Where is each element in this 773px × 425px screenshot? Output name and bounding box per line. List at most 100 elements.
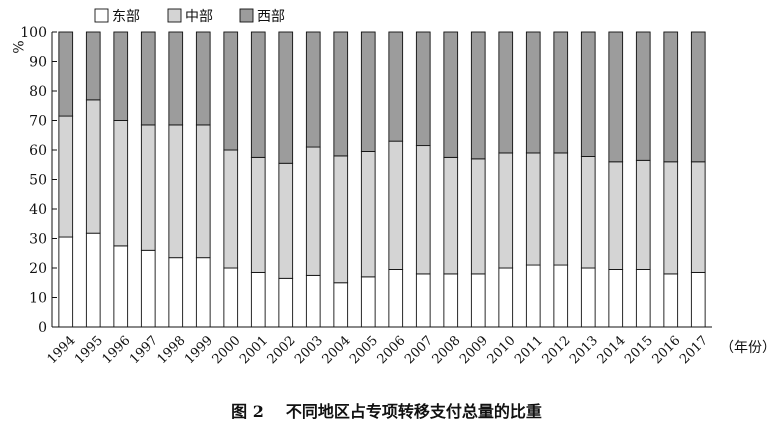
x-tick-label: 2007 <box>402 333 436 367</box>
bar-segment <box>388 269 404 328</box>
bar-segment <box>360 151 376 278</box>
bar-segment <box>113 31 129 121</box>
bar-segment <box>250 156 266 273</box>
y-tick-label: 30 <box>29 232 47 248</box>
x-axis-label: （年份） <box>720 340 773 356</box>
y-tick-label: 0 <box>38 320 47 336</box>
bar-segment <box>360 276 376 328</box>
bar-segment <box>553 31 569 154</box>
bar-segment <box>333 282 349 328</box>
x-tick-label: 2016 <box>650 333 684 367</box>
bar-segment <box>195 257 211 328</box>
x-tick-label: 2005 <box>347 333 381 367</box>
bar-segment <box>443 156 459 275</box>
bar-segment <box>305 31 321 148</box>
bar-segment <box>608 31 624 163</box>
x-tick-label: 2004 <box>320 333 354 367</box>
legend-label: 东部 <box>112 9 140 25</box>
y-tick-label: 100 <box>20 25 47 41</box>
bar-segment <box>608 269 624 328</box>
y-tick-label: 90 <box>29 55 47 71</box>
x-tick-label: 2017 <box>677 333 711 367</box>
bar-segment <box>415 31 431 147</box>
bar-segment <box>278 277 294 328</box>
bar-segment <box>223 149 239 269</box>
bar-segment <box>278 31 294 164</box>
bar-segment <box>690 161 706 273</box>
legend-swatch <box>239 8 254 23</box>
legend: 东部 中部 西部 <box>94 8 285 25</box>
y-tick-label: 60 <box>29 143 47 159</box>
bar-segment <box>525 152 541 266</box>
bar-segment <box>443 31 459 158</box>
bar-segment <box>498 152 514 269</box>
x-tick-label: 1996 <box>100 333 134 367</box>
x-tick-label: 2006 <box>375 333 409 367</box>
y-axis-label: % <box>9 40 25 53</box>
bar-segment <box>635 31 651 161</box>
legend-swatch <box>167 8 182 23</box>
bar-segment <box>690 31 706 163</box>
bar-segment <box>470 273 486 328</box>
stacked-bar-chart: 东部 中部 西部 % 0 10 20 30 40 50 60 70 80 90 100 19941995… <box>9 8 773 367</box>
y-tick-label: 40 <box>29 202 47 218</box>
bar-segment <box>663 273 679 328</box>
bar-segment <box>525 31 541 154</box>
bar-segment <box>168 31 184 126</box>
bar-segment <box>635 269 651 328</box>
bar-segment <box>250 31 266 158</box>
bar-segment <box>443 273 459 328</box>
bar-segment <box>690 271 706 328</box>
bar-segment <box>525 264 541 328</box>
x-tick-label: 1995 <box>72 333 106 367</box>
bar-segment <box>580 156 596 269</box>
bar-segment <box>470 158 486 275</box>
x-tick-label: 1997 <box>127 333 161 367</box>
figure-caption: 图 2 不同地区占专项转移支付总量的比重 <box>0 398 773 422</box>
y-tick-label: 50 <box>29 173 47 189</box>
x-tick-label: 1998 <box>155 333 189 367</box>
x-axis: 1994199519961997199819992000200120022003… <box>45 326 712 367</box>
legend-swatch <box>94 8 109 23</box>
bar-segment <box>470 31 486 160</box>
bar-segment <box>58 236 74 328</box>
bar-segment <box>498 267 514 328</box>
bar-segment <box>140 124 156 251</box>
x-tick-label: 2012 <box>540 333 574 367</box>
bar-segment <box>250 271 266 328</box>
x-tick-label: 2000 <box>210 333 244 367</box>
bar-segment <box>168 257 184 328</box>
bar-segment <box>85 232 101 328</box>
legend-label: 中部 <box>185 9 213 25</box>
bar-segment <box>608 161 624 270</box>
bar-segment <box>333 155 349 284</box>
x-tick-label: 2003 <box>292 333 326 367</box>
x-tick-label: 1994 <box>45 333 79 367</box>
bar-segment <box>415 145 431 275</box>
bar-segment <box>553 152 569 266</box>
y-tick-label: 10 <box>29 291 47 307</box>
bar-segment <box>195 31 211 126</box>
x-tick-label: 2013 <box>567 333 601 367</box>
bar-segment <box>388 31 404 142</box>
bar-segment <box>415 273 431 328</box>
bar-segment <box>58 115 74 238</box>
bar-segment <box>305 274 321 328</box>
x-tick-label: 2011 <box>512 333 546 367</box>
bar-segment <box>305 146 321 276</box>
x-tick-label: 2009 <box>457 333 491 367</box>
bar-segment <box>58 31 74 117</box>
x-tick-label: 2001 <box>237 333 271 367</box>
x-tick-label: 2008 <box>430 333 464 367</box>
y-tick-label: 70 <box>29 114 47 130</box>
y-tick-label: 20 <box>29 261 47 277</box>
bar-segment <box>85 99 101 234</box>
x-tick-label: 1999 <box>182 333 216 367</box>
bar-segment <box>580 267 596 328</box>
bar-segment <box>140 31 156 126</box>
bar-segment <box>580 31 596 157</box>
bar-segment <box>195 124 211 259</box>
x-tick-label: 2002 <box>265 333 299 367</box>
bar-segment <box>663 31 679 163</box>
y-axis: 0 10 20 30 40 50 60 70 80 90 100 <box>20 25 57 336</box>
